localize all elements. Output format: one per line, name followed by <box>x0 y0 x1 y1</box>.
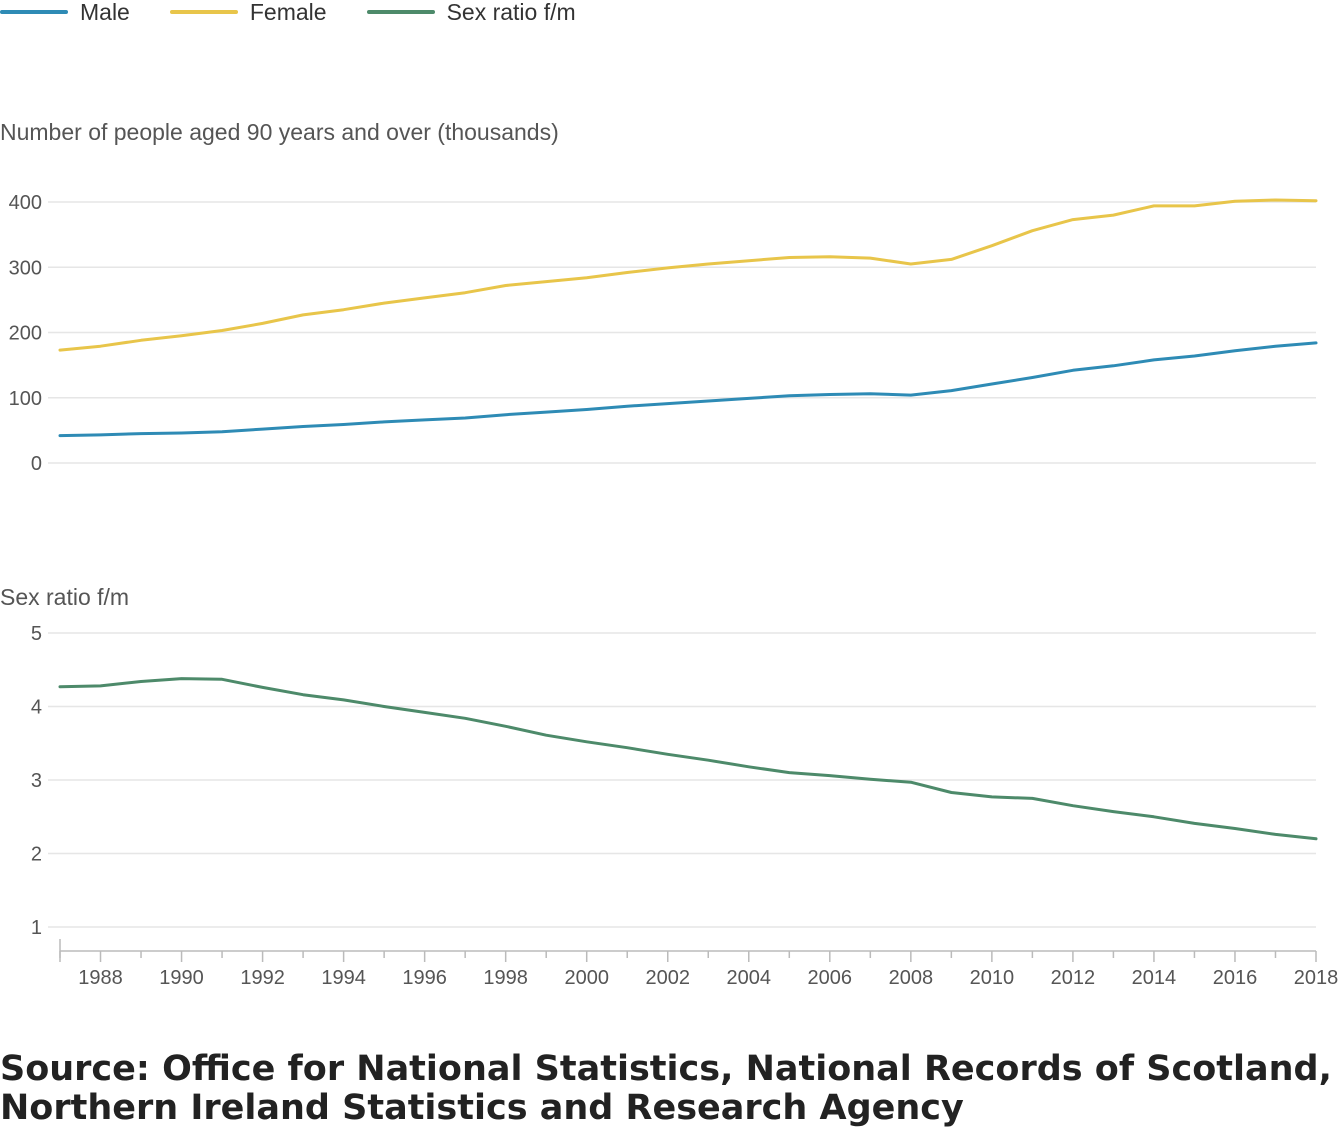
bottom-panel-y-tick-label: 5 <box>31 623 42 645</box>
x-tick-label: 1990 <box>159 967 204 989</box>
source-line-1: Source: Office for National Statistics, … <box>0 1049 1332 1089</box>
x-tick-label: 2006 <box>808 967 853 989</box>
top-panel-y-tick-label: 0 <box>31 453 42 475</box>
legend-swatch-sex-ratio <box>366 10 435 14</box>
x-tick-label: 2016 <box>1213 967 1258 989</box>
top-panel-y-tick-label: 100 <box>9 388 42 410</box>
x-axis: 1988 1990 1992 1994 1996 1998 2000 2002 2004 2006… <box>59 939 1339 989</box>
x-tick-label: 2004 <box>727 967 772 989</box>
top-panel-series-male <box>58 341 1318 438</box>
x-tick-label: 2018 <box>1294 967 1339 989</box>
x-tick-label: 1998 <box>483 967 528 989</box>
x-tick-label: 1994 <box>321 967 366 989</box>
bottom-panel: Sex ratio f/m 1 2 3 4 5 <box>0 584 1318 939</box>
legend-label-male: Male <box>80 0 130 25</box>
source-line-2: Northern Ireland Statistics and Research… <box>0 1088 964 1128</box>
chart: Number of people aged 90 years and over … <box>0 119 1339 989</box>
top-panel-y-tick-label: 200 <box>9 323 42 345</box>
x-tick-label: 2012 <box>1051 967 1096 989</box>
top-panel-y-tick-label: 300 <box>9 257 42 279</box>
bottom-panel-y-tick-label: 3 <box>31 770 42 792</box>
x-tick-label: 1988 <box>78 967 123 989</box>
top-panel-series-female <box>58 198 1318 352</box>
legend-label-sex-ratio: Sex ratio f/m <box>446 0 576 25</box>
legend-swatch-male <box>0 10 68 14</box>
bottom-panel-y-tick-label: 4 <box>31 697 42 719</box>
bottom-panel-y-tick-label: 1 <box>31 917 42 939</box>
legend-label-female: Female <box>249 0 327 25</box>
x-tick-label: 2002 <box>645 967 690 989</box>
bottom-panel-series-sex-ratio-f-m <box>58 677 1318 841</box>
x-tick-label: 2010 <box>970 967 1015 989</box>
x-tick-label: 1992 <box>240 967 285 989</box>
bottom-panel-y-tick-label: 2 <box>31 844 42 866</box>
legend-item-male[interactable]: Male <box>0 0 130 26</box>
legend-item-female[interactable]: Female <box>169 0 327 26</box>
x-tick-label: 2000 <box>564 967 609 989</box>
top-panel: Number of people aged 90 years and over … <box>0 119 1318 475</box>
top-panel-y-axis-title: Number of people aged 90 years and over … <box>0 119 559 145</box>
legend-swatch-female <box>169 10 238 14</box>
legend-item-sex-ratio[interactable]: Sex ratio f/m <box>366 0 576 26</box>
bottom-panel-y-axis-title: Sex ratio f/m <box>0 584 129 610</box>
legend: Male Female Sex ratio f/m <box>0 0 616 26</box>
x-tick-label: 2008 <box>889 967 934 989</box>
top-panel-y-tick-label: 400 <box>9 192 42 214</box>
x-tick-label: 1996 <box>402 967 447 989</box>
x-tick-label: 2014 <box>1132 967 1177 989</box>
source-note: Source: Office for National Statistics, … <box>0 1050 1332 1128</box>
